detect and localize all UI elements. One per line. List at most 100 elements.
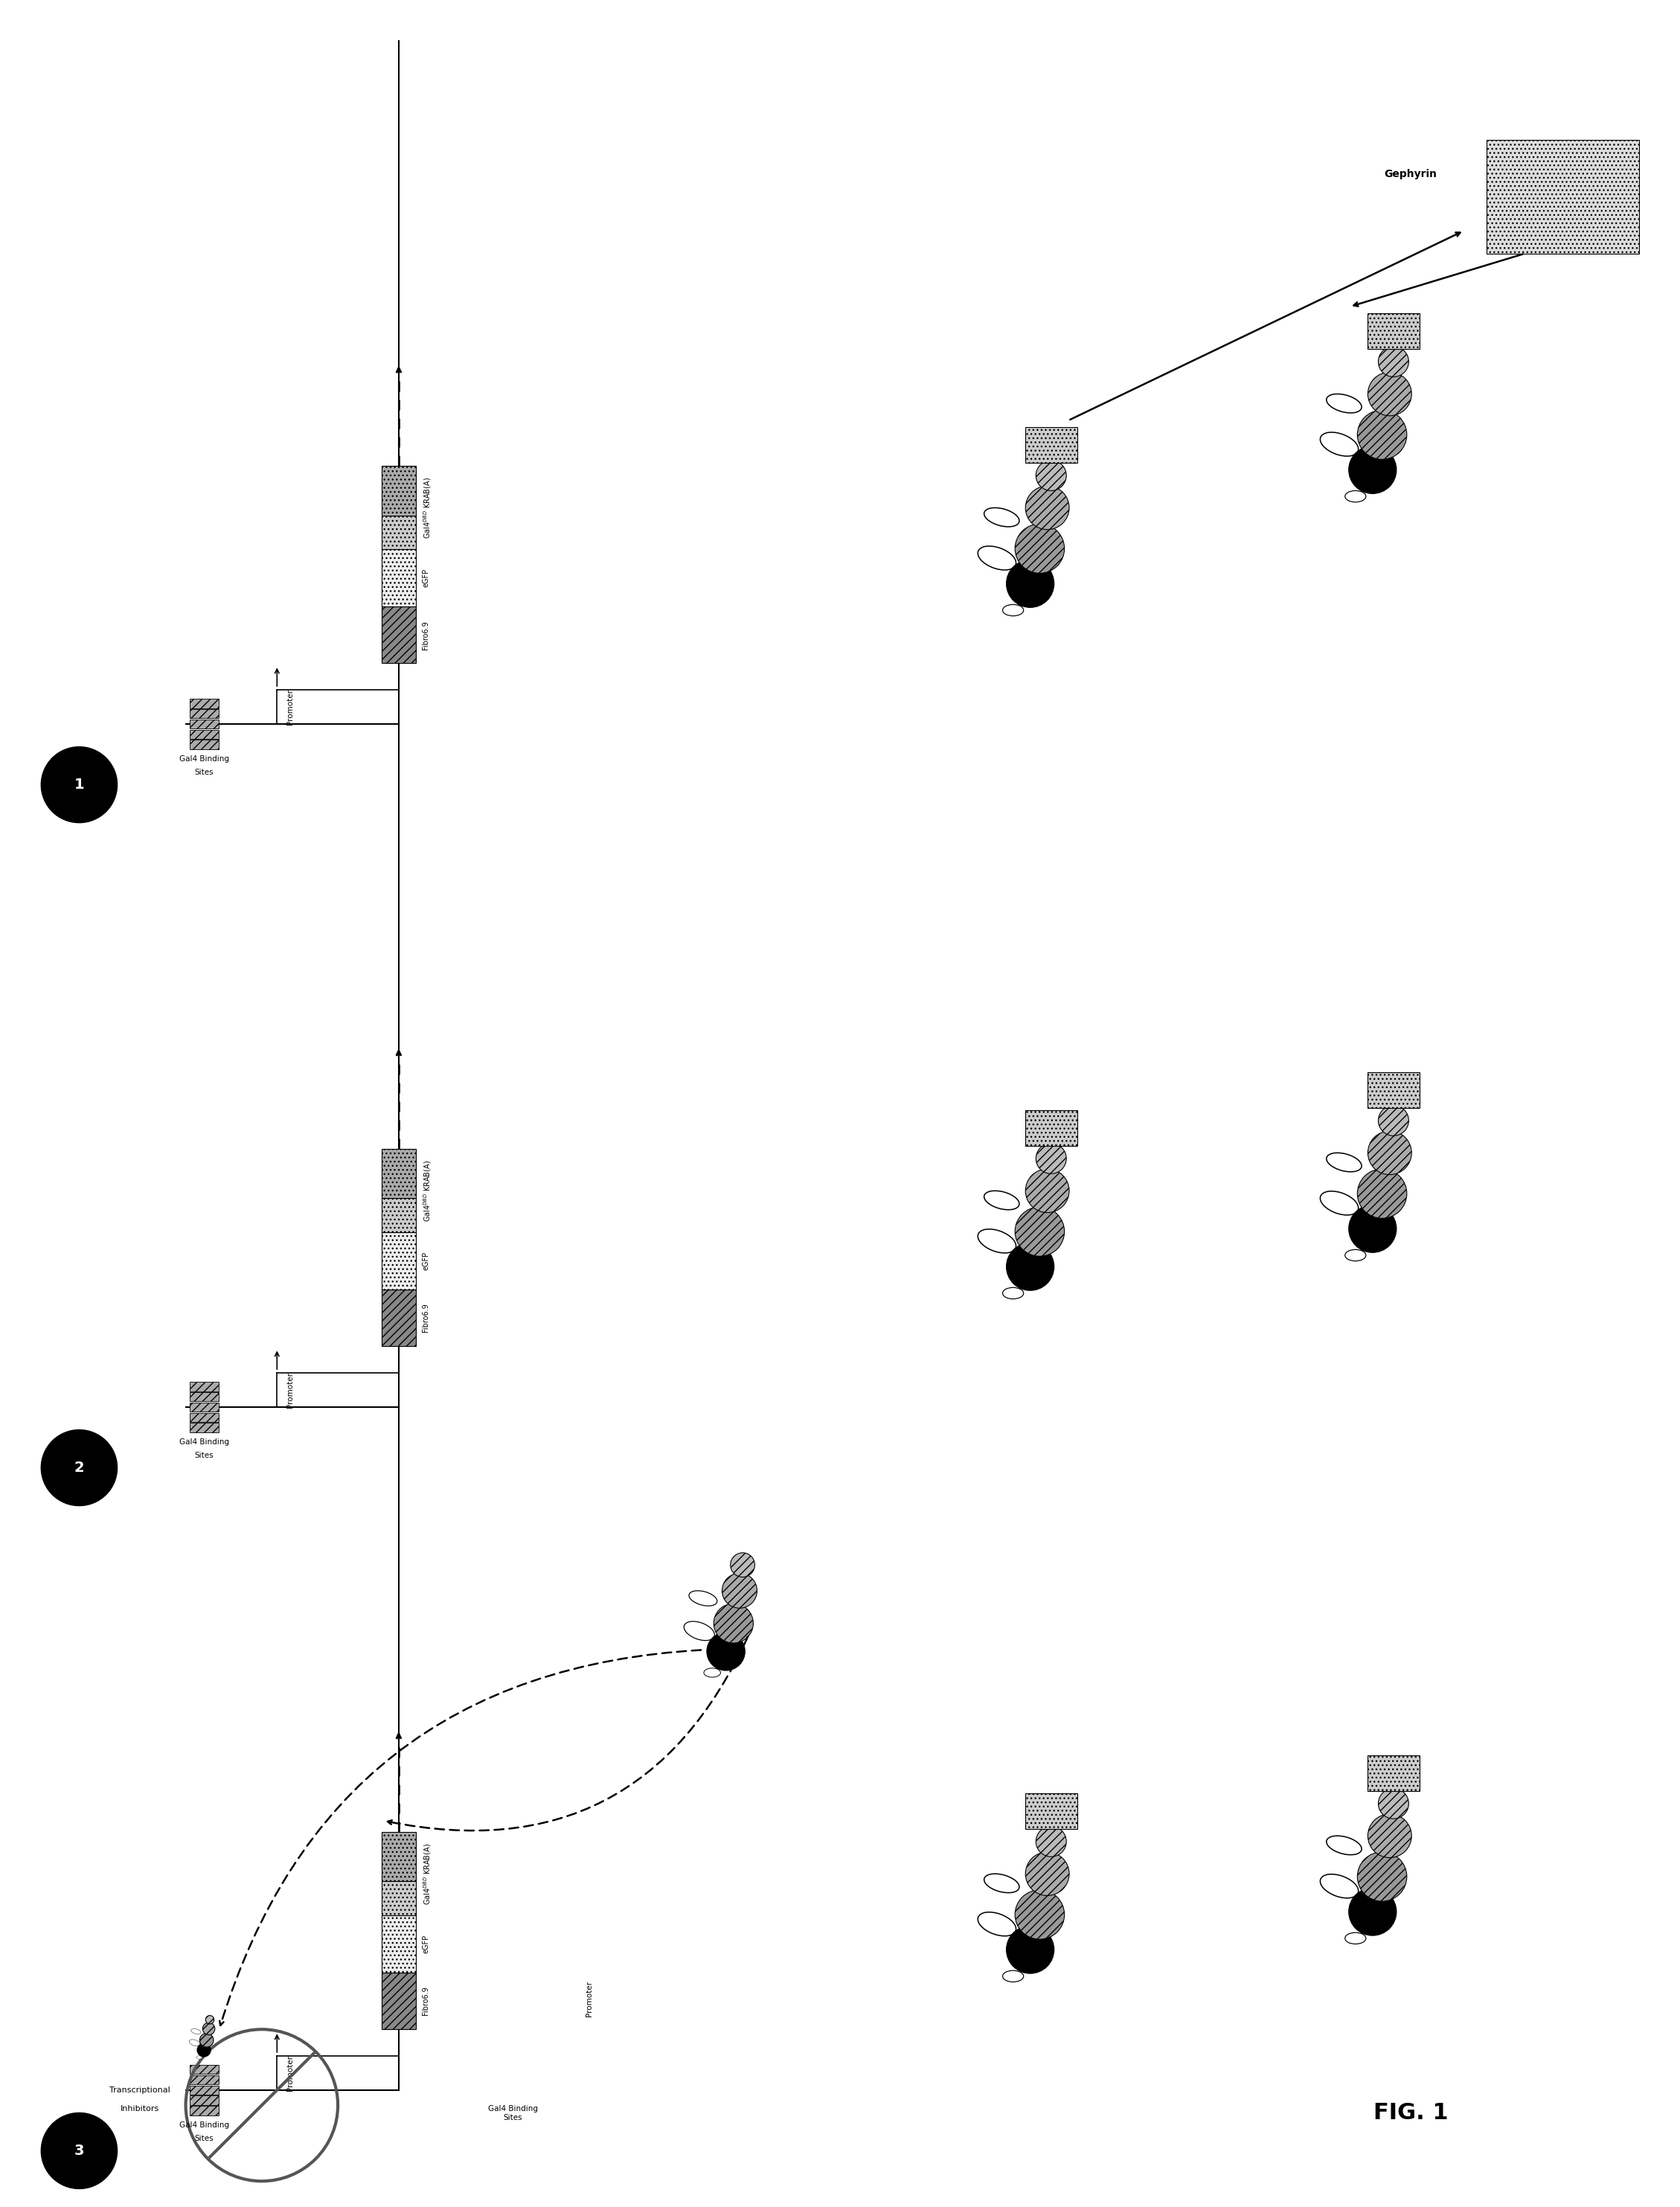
Text: eGFP: eGFP <box>422 569 430 587</box>
Circle shape <box>40 1430 118 1505</box>
Circle shape <box>1349 446 1396 494</box>
Text: Promoter: Promoter <box>286 1373 294 1408</box>
Ellipse shape <box>1320 1874 1359 1898</box>
Text: Gal4 Binding
Sites: Gal4 Binding Sites <box>487 2105 538 2121</box>
Circle shape <box>1037 1143 1067 1174</box>
Ellipse shape <box>1003 605 1023 616</box>
Text: Inhibitors: Inhibitors <box>121 2105 160 2112</box>
Text: Fibro6.9: Fibro6.9 <box>422 1986 430 2015</box>
Ellipse shape <box>704 1668 721 1677</box>
Circle shape <box>722 1574 758 1609</box>
Circle shape <box>707 1633 744 1671</box>
Circle shape <box>1378 346 1410 377</box>
Circle shape <box>205 2015 213 2024</box>
Circle shape <box>1025 1852 1068 1896</box>
Ellipse shape <box>1003 1971 1023 1982</box>
Bar <box>1025 1792 1077 1830</box>
Bar <box>1368 313 1420 349</box>
Text: Gephyrin: Gephyrin <box>1384 168 1436 179</box>
Text: Sites: Sites <box>195 768 213 777</box>
Ellipse shape <box>978 1229 1016 1254</box>
Bar <box>381 466 417 516</box>
Text: Gal4$^{DBD}$ KRAB(A): Gal4$^{DBD}$ KRAB(A) <box>422 1161 433 1223</box>
Ellipse shape <box>1003 1287 1023 1300</box>
Ellipse shape <box>984 508 1020 527</box>
Circle shape <box>1378 1788 1410 1819</box>
Bar <box>190 739 218 748</box>
Bar <box>190 2086 218 2094</box>
Ellipse shape <box>984 1874 1020 1894</box>
Circle shape <box>1015 1207 1065 1256</box>
Circle shape <box>1368 1130 1411 1174</box>
Bar <box>1025 428 1077 463</box>
Circle shape <box>714 1604 753 1642</box>
Ellipse shape <box>1320 1192 1359 1216</box>
Bar <box>190 1412 218 1421</box>
Bar <box>381 1832 417 1880</box>
Bar <box>381 1880 417 1916</box>
Text: Gal4$^{DBD}$ KRAB(A): Gal4$^{DBD}$ KRAB(A) <box>422 1843 433 1905</box>
Circle shape <box>1006 1927 1053 1973</box>
Ellipse shape <box>1327 1152 1361 1172</box>
Text: Promoter: Promoter <box>286 2055 294 2090</box>
Bar <box>1025 1110 1077 1145</box>
Circle shape <box>1378 1106 1410 1137</box>
Bar <box>190 1393 218 1401</box>
Text: Gal4 Binding: Gal4 Binding <box>180 1439 228 1446</box>
Ellipse shape <box>1346 490 1366 501</box>
Circle shape <box>40 2112 118 2189</box>
Circle shape <box>1349 1887 1396 1936</box>
Circle shape <box>1015 1889 1065 1940</box>
Circle shape <box>1349 1205 1396 1251</box>
Text: 2: 2 <box>74 1461 84 1474</box>
Text: 1: 1 <box>74 777 84 792</box>
Bar <box>1368 1073 1420 1108</box>
Ellipse shape <box>984 1192 1020 1209</box>
Text: Promoter: Promoter <box>286 689 294 724</box>
Bar <box>190 700 218 708</box>
Text: Gal4 Binding: Gal4 Binding <box>180 2121 228 2128</box>
Ellipse shape <box>978 545 1016 569</box>
Bar <box>381 1232 417 1289</box>
Circle shape <box>40 746 118 823</box>
Bar <box>381 1150 417 1198</box>
Ellipse shape <box>197 2057 202 2059</box>
Bar <box>190 731 218 739</box>
Circle shape <box>197 2044 210 2057</box>
Circle shape <box>1025 486 1068 530</box>
Circle shape <box>1006 1243 1053 1291</box>
Bar <box>381 1973 417 2030</box>
Bar <box>190 1424 218 1432</box>
Circle shape <box>1368 1814 1411 1858</box>
Bar <box>381 1289 417 1346</box>
Bar <box>190 2097 218 2105</box>
Ellipse shape <box>1327 393 1361 413</box>
Ellipse shape <box>1327 1836 1361 1854</box>
Circle shape <box>1015 523 1065 574</box>
Ellipse shape <box>190 2039 200 2046</box>
Ellipse shape <box>1346 1933 1366 1944</box>
Bar <box>190 2105 218 2114</box>
Bar <box>1487 139 1640 254</box>
Bar <box>1368 1755 1420 1792</box>
Circle shape <box>1357 1170 1406 1218</box>
Text: Fibro6.9: Fibro6.9 <box>422 620 430 649</box>
Text: Sites: Sites <box>195 1452 213 1459</box>
Circle shape <box>1368 373 1411 415</box>
Circle shape <box>1357 411 1406 459</box>
Bar <box>381 607 417 664</box>
Bar <box>190 708 218 717</box>
Text: Fibro6.9: Fibro6.9 <box>422 1304 430 1333</box>
Circle shape <box>1006 561 1053 607</box>
Ellipse shape <box>192 2028 202 2035</box>
Text: Transcriptional: Transcriptional <box>109 2086 170 2094</box>
Ellipse shape <box>684 1622 714 1640</box>
Bar <box>190 2066 218 2075</box>
Bar <box>190 719 218 728</box>
Bar <box>190 1382 218 1390</box>
Bar <box>381 1198 417 1232</box>
Text: Sites: Sites <box>195 2134 213 2143</box>
Ellipse shape <box>689 1591 717 1607</box>
Text: FIG. 1: FIG. 1 <box>1373 2101 1448 2123</box>
Bar <box>381 516 417 550</box>
